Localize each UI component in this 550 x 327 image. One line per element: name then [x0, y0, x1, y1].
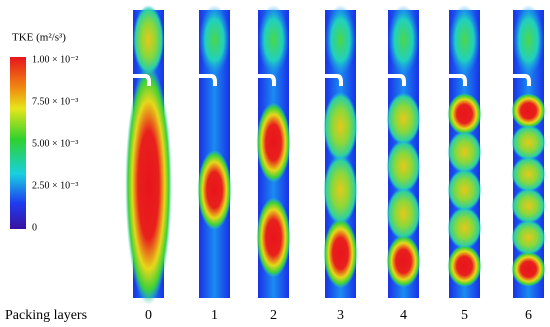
- contour-panel: [256, 5, 291, 298]
- x-labels: 0 1 2 3 4 5 6: [145, 308, 532, 323]
- top-zone: [325, 5, 356, 75]
- x-label: 1: [211, 308, 218, 323]
- layer-zone: [511, 188, 546, 224]
- inlet-pipe: [133, 74, 151, 86]
- layer-zone: [386, 92, 421, 145]
- x-label: 4: [400, 308, 407, 323]
- colorbar-tick-label: 1.00 × 10⁻²: [32, 54, 78, 65]
- x-label: 2: [270, 308, 277, 323]
- x-label: 6: [525, 308, 532, 323]
- inlet-pipe: [513, 74, 531, 86]
- inlet-pipe: [258, 74, 276, 86]
- contour-panel: [125, 5, 172, 305]
- colorbar-tick-label: 7.50 × 10⁻³: [32, 96, 78, 107]
- hot-zone: [125, 65, 172, 305]
- contour-panel: [323, 5, 358, 298]
- x-axis-title: Packing layers: [5, 308, 87, 323]
- layer-zone: [447, 169, 482, 211]
- top-zone: [133, 5, 164, 75]
- top-zone: [449, 5, 480, 75]
- inlet-pipe: [388, 74, 406, 86]
- colorbar-tick-label: 2.50 × 10⁻³: [32, 180, 78, 191]
- inlet-pipe: [449, 74, 467, 86]
- layer-zone: [447, 245, 482, 287]
- contour-panel: [511, 5, 546, 298]
- layer-zone: [256, 102, 291, 183]
- colorbar-ticks: 1.00 × 10⁻² 7.50 × 10⁻³ 5.00 × 10⁻³ 2.50 × …: [32, 54, 78, 233]
- inlet-pipe: [325, 74, 343, 86]
- contour-panel: [447, 5, 482, 298]
- contour-panels: [125, 5, 546, 305]
- x-label: 3: [337, 308, 344, 323]
- colorbar: [10, 57, 26, 229]
- contour-panel: [386, 5, 421, 298]
- colorbar-tick-label: 5.00 × 10⁻³: [32, 138, 78, 149]
- layer-zone: [511, 251, 546, 287]
- layer-zone: [511, 220, 546, 255]
- layer-zone: [323, 218, 358, 289]
- top-zone: [513, 5, 544, 75]
- top-zone: [258, 5, 289, 75]
- top-zone: [199, 5, 230, 75]
- contour-panel: [197, 5, 232, 298]
- layer-zone: [386, 140, 421, 193]
- layer-zone: [447, 207, 482, 249]
- x-label: 5: [461, 308, 468, 323]
- x-label: 0: [145, 308, 152, 323]
- layer-zone: [511, 93, 546, 129]
- layer-zone: [511, 156, 546, 192]
- top-zone: [388, 5, 419, 75]
- layer-zone: [447, 131, 482, 173]
- colorbar-tick-label: 0: [32, 222, 37, 233]
- layer-zone: [386, 235, 421, 288]
- layer-zone: [323, 91, 358, 162]
- layer-zone: [511, 125, 546, 160]
- layer-zone: [386, 187, 421, 240]
- inlet-pipe: [199, 74, 217, 86]
- colorbar-title: TKE (m²/s³): [12, 32, 66, 44]
- layer-zone: [256, 197, 291, 278]
- layer-zone: [197, 150, 232, 230]
- layer-zone: [447, 93, 482, 135]
- layer-zone: [323, 155, 358, 225]
